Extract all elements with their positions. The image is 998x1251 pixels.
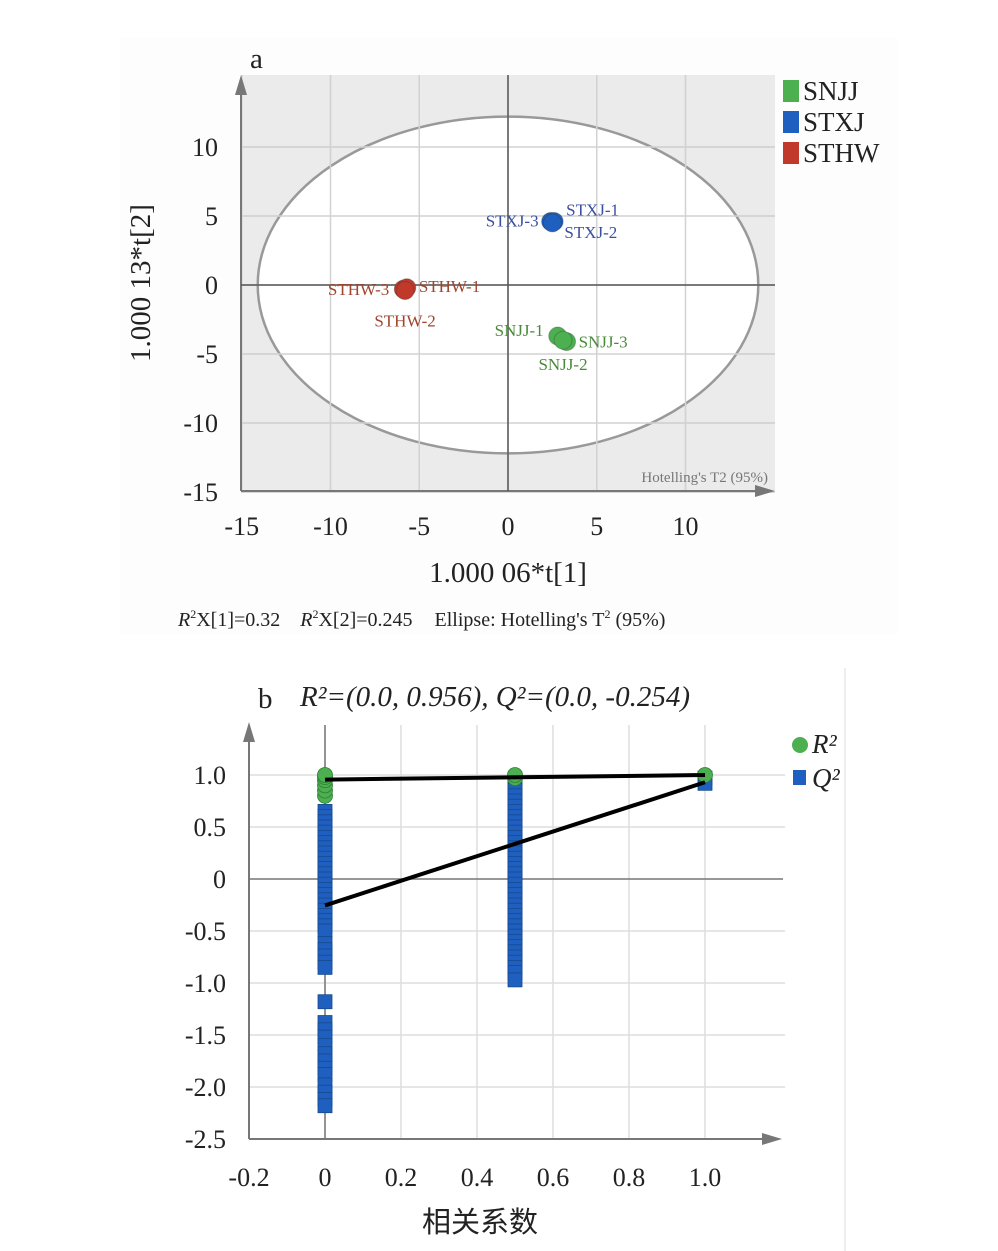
legend-swatch-sthw: [783, 142, 799, 164]
y-tick-label: -10: [183, 409, 218, 438]
point-label: STXJ-1: [566, 201, 619, 220]
y-tick-label: -1.5: [185, 1021, 226, 1050]
y-tick-label: -1.0: [185, 969, 226, 998]
y-tick-label: 0: [205, 271, 218, 300]
y-tick-label: 0: [213, 865, 226, 894]
r2x2: X[2]=0.245: [318, 609, 412, 631]
y-tick-label: -2.5: [185, 1125, 226, 1154]
y-tick-label: 10: [192, 133, 218, 162]
y-tick-label: -2.0: [185, 1073, 226, 1102]
y-tick-label: -5: [196, 340, 218, 369]
panel-b-label: b: [258, 683, 273, 715]
x-tick-label: 0.6: [537, 1163, 570, 1192]
panel-a-axes: -15 -10 -5 0 5 10 10 5 0 -5 -10 -15: [183, 75, 775, 541]
panel-b-xlabel: 相关系数: [422, 1206, 538, 1239]
y-tick-label: 5: [205, 202, 218, 231]
legend-label: SNJJ: [803, 76, 859, 106]
y-tick-label: 1.0: [194, 761, 227, 790]
panel-b-axes: -0.2 0 0.2 0.4 0.6 0.8 1.0 1.0 0.5 0 -0.5 -1.0 -1.5 -…: [185, 722, 783, 1192]
x-tick-label: -0.2: [228, 1163, 269, 1192]
point-snjj-2: [553, 330, 573, 350]
ellipse-text: Ellipse: Hotelling's T: [435, 609, 605, 631]
x-axis-arrow: [755, 485, 775, 497]
q2-point: [317, 1098, 333, 1114]
point-label: SNJJ-2: [538, 355, 587, 374]
point-label: STXJ-2: [564, 223, 617, 242]
q2-point: [317, 960, 333, 975]
point-stxj-2: [542, 213, 562, 233]
x-tick-label: 0: [502, 512, 515, 541]
legend-label: STXJ: [803, 107, 865, 137]
x-tick-label: 5: [590, 512, 603, 541]
x-tick-label: 0.4: [461, 1163, 494, 1192]
point-label: STHW-3: [328, 280, 389, 299]
ellipse-label: Hotelling's T2 (95%): [641, 470, 768, 486]
r2-regression-line: [324, 773, 706, 782]
y-tick-label: -0.5: [185, 917, 226, 946]
legend-swatch-stxj: [783, 111, 799, 133]
x-tick-label: -5: [408, 512, 430, 541]
x-tick-label: -15: [224, 512, 259, 541]
panel-a-ylabel: 1.000 13*t[2]: [125, 204, 157, 362]
y-tick-label: -15: [183, 478, 218, 507]
point-label: SNJJ-3: [579, 333, 628, 352]
panel-a-xlabel: 1.000 06*t[1]: [429, 557, 587, 589]
q2-regression-line: [324, 780, 706, 908]
panel-b-permutation-plot: -0.2 0 0.2 0.4 0.6 0.8 1.0 1.0 0.5 0 -0.5 -1.0 -1.5 -…: [185, 668, 846, 1251]
panel-a-marks: SNJJ-1 SNJJ-3 SNJJ-2 STXJ-3 STXJ-1 STXJ-2 STHW…: [328, 201, 628, 375]
legend-q2-marker: [793, 770, 806, 785]
point-sthw-2: [395, 281, 415, 301]
legend-r2-marker: [792, 737, 808, 753]
panel-a-footnote: R2X[1]=0.32 R2X[2]=0.245 Ellipse: Hotellin…: [177, 607, 665, 631]
legend-label: STHW: [803, 138, 880, 168]
r2-point: [507, 767, 523, 783]
r2x1: X[1]=0.32: [196, 609, 280, 631]
x-tick-label: -10: [313, 512, 348, 541]
legend-label: Q²: [812, 763, 840, 793]
x-axis-arrow: [762, 1133, 782, 1145]
x-tick-label: 1.0: [689, 1163, 722, 1192]
y-tick-label: 0.5: [194, 813, 227, 842]
point-label: STXJ-3: [486, 212, 539, 231]
panel-a-label: a: [250, 43, 263, 75]
legend-label: R²: [811, 729, 837, 759]
q2-point: [317, 994, 333, 1010]
x-tick-label: 10: [673, 512, 699, 541]
panel-b-legend: R² Q²: [792, 729, 840, 793]
y-axis-arrow: [243, 722, 255, 742]
x-tick-label: 0.2: [385, 1163, 418, 1192]
y-axis-arrow: [235, 75, 247, 95]
x-tick-label: 0: [319, 1163, 332, 1192]
legend-swatch-snjj: [783, 80, 799, 102]
panel-b-marks: [317, 767, 713, 1114]
ellipse-conf: (95%): [610, 609, 665, 631]
point-label: STHW-2: [374, 312, 435, 331]
q2-point: [507, 972, 523, 988]
point-label: SNJJ-1: [495, 321, 544, 340]
x-tick-label: 0.8: [613, 1163, 646, 1192]
q2-point: [317, 923, 333, 939]
point-label: STHW-1: [419, 277, 480, 296]
panel-b-title: R²=(0.0, 0.956), Q²=(0.0, -0.254): [299, 681, 690, 713]
